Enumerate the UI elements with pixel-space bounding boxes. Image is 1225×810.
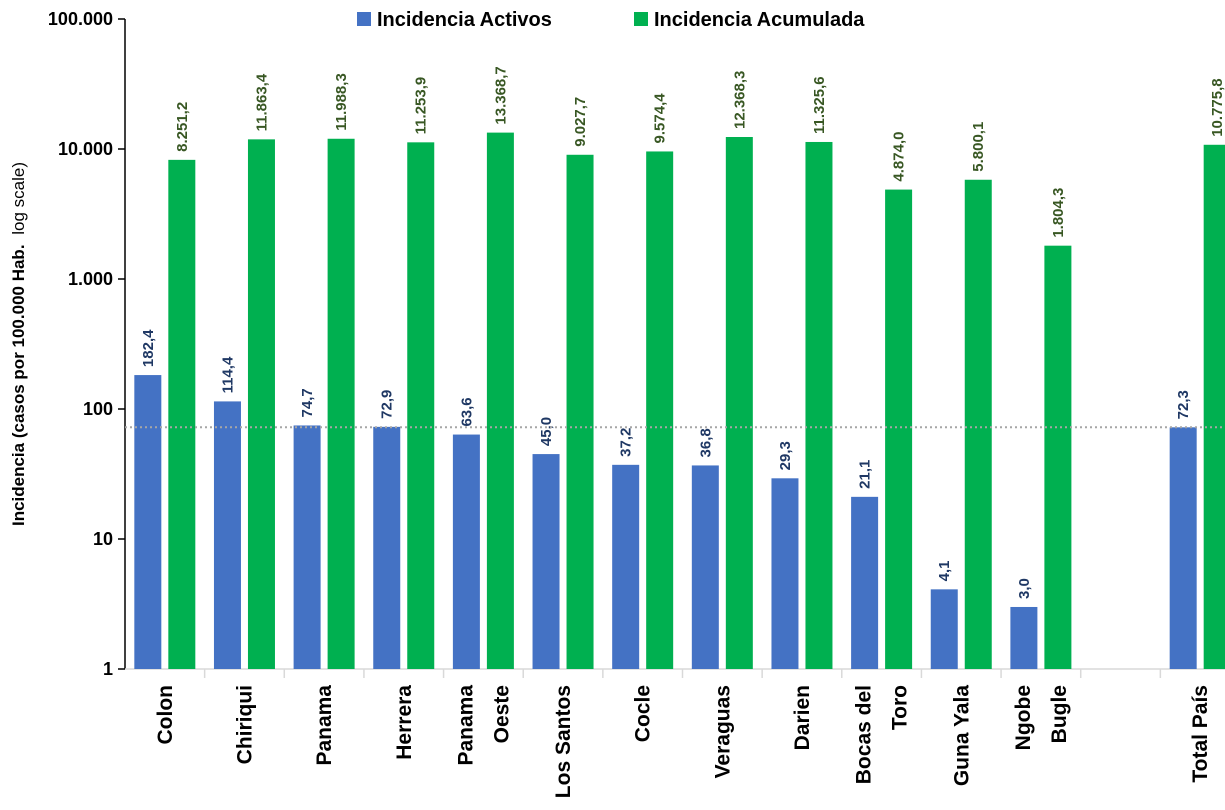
y-axis-title: Incidencia (casos por 100.000 Hab. log s… [9,162,28,526]
data-label-acumulada: 11.863,4 [253,73,270,131]
data-label-activos: 45,0 [538,417,555,446]
data-label-acumulada: 11.253,9 [413,77,430,135]
data-label-activos: 29,3 [777,441,794,470]
data-label-acumulada: 5.800,1 [970,122,987,172]
data-label-activos: 3,0 [1016,578,1033,599]
legend-label-activos: Incidencia Activos [377,9,552,31]
x-category-label: Chiriqui [233,685,256,764]
bar-acumulada [566,154,594,670]
data-label-activos: 72,3 [1175,390,1192,419]
bar-acumulada [725,136,753,669]
y-tick-label: 1.000 [68,269,113,289]
data-label-acumulada: 8.251,2 [174,102,191,152]
chart-legend: Incidencia Activos Incidencia Acumulada [312,0,942,38]
data-label-activos: 36,8 [697,428,714,457]
data-label-activos: 72,9 [379,390,396,419]
x-category-label: Herrera [393,685,416,760]
x-category-label: Bugle [1048,685,1071,743]
legend-label-acumulada: Incidencia Acumulada [654,9,865,31]
bar-acumulada [805,141,833,669]
data-label-activos: 4,1 [936,560,953,581]
y-axis-title-main: Incidencia (casos por 100.000 Hab. [9,244,28,526]
bar-activos [134,375,162,669]
bar-activos [452,434,480,669]
data-label-activos: 37,2 [618,428,635,457]
bar-activos [373,426,401,669]
bar-acumulada [1203,144,1225,669]
y-tick-label: 100 [83,399,113,419]
bar-activos [213,401,241,669]
bar-acumulada [885,189,913,669]
bar-activos [930,589,958,669]
bar-activos [293,425,321,669]
data-label-acumulada: 1.804,3 [1050,188,1067,238]
y-tick-label: 10 [93,529,113,549]
bar-acumulada [407,142,435,670]
x-category-label: Cocle [632,685,655,742]
data-label-acumulada: 10.775,8 [1209,78,1225,136]
bar-acumulada [964,179,992,669]
data-label-acumulada: 4.874,0 [891,132,908,182]
data-label-acumulada: 13.368,7 [492,66,509,124]
x-category-label: Total País [1189,685,1212,783]
legend-background [312,0,942,38]
x-category-label: Toro [889,685,912,730]
bar-acumulada [486,132,514,670]
x-category-label: Bocas del [853,685,876,784]
x-category-label: Oeste [490,685,513,743]
bar-activos [771,478,799,669]
x-category-label: Panama [454,685,477,766]
y-tick-label: 1 [103,659,113,679]
y-tick-label: 10.000 [58,139,113,159]
bar-activos [1169,427,1197,669]
plot-area: 1 10 100 1.000 10.000 100.000 182,4 8.251,2 Colo… [48,9,1225,798]
data-label-activos: 114,4 [219,356,236,393]
data-label-acumulada: 11.325,6 [811,76,828,134]
data-label-activos: 182,4 [140,329,157,367]
x-category-label: Los Santos [552,685,575,798]
legend-swatch-activos [357,12,371,26]
x-category-label: Veraguas [711,685,734,778]
x-category-label: Panama [313,685,336,766]
data-label-acumulada: 9.574,4 [652,93,669,144]
bar-acumulada [168,159,196,669]
legend-swatch-acumulada [634,12,648,26]
x-category-label: Ngobe [1012,685,1035,750]
bar-activos [691,465,719,669]
bar-activos [1010,606,1038,669]
bar-activos [532,454,560,669]
data-label-activos: 74,7 [299,388,316,417]
bar-acumulada [327,138,355,670]
y-axis-title-note: log scale) [9,162,28,235]
x-category-label: Guna Yala [950,685,973,786]
data-label-acumulada: 9.027,7 [572,97,589,147]
data-label-acumulada: 11.988,3 [333,73,350,131]
bar-activos [612,464,640,669]
data-label-activos: 63,6 [458,397,475,426]
x-category-label: Colon [154,685,177,744]
y-tick-label: 100.000 [48,9,113,29]
bar-acumulada [247,139,275,670]
data-label-activos: 21,1 [857,460,874,489]
data-label-acumulada: 12.368,3 [731,71,748,129]
bar-acumulada [646,151,674,669]
x-category-label: Darien [791,685,814,750]
bar-acumulada [1044,245,1072,669]
bar-activos [851,496,879,669]
